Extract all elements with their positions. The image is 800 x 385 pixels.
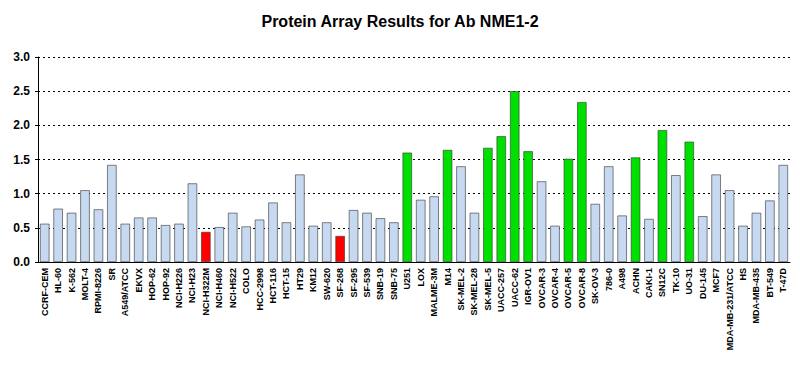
svg-text:HCC-2998: HCC-2998 <box>255 268 265 311</box>
svg-text:SK-MEL-5: SK-MEL-5 <box>483 268 493 311</box>
svg-text:UO-31: UO-31 <box>684 268 694 295</box>
svg-text:RPMI-8226: RPMI-8226 <box>93 268 103 314</box>
svg-text:HOP-62: HOP-62 <box>147 268 157 301</box>
svg-text:A498: A498 <box>617 268 627 290</box>
svg-text:EKVX: EKVX <box>134 268 144 293</box>
svg-text:SF-539: SF-539 <box>362 268 372 298</box>
svg-text:TK-10: TK-10 <box>671 268 681 293</box>
svg-text:NCI-H522: NCI-H522 <box>228 268 238 308</box>
svg-text:NCI-H226: NCI-H226 <box>174 268 184 308</box>
svg-text:DU-145: DU-145 <box>698 268 708 299</box>
svg-text:OVCAR-5: OVCAR-5 <box>563 268 573 309</box>
svg-text:SF-295: SF-295 <box>349 268 359 298</box>
svg-text:OVCAR-4: OVCAR-4 <box>550 268 560 309</box>
svg-text:SW-620: SW-620 <box>322 268 332 300</box>
svg-text:HOP-92: HOP-92 <box>161 268 171 301</box>
svg-text:SK-MEL-28: SK-MEL-28 <box>469 268 479 316</box>
svg-text:2.5: 2.5 <box>13 84 30 98</box>
svg-text:MALME-3M: MALME-3M <box>429 268 439 317</box>
svg-text:MCF7: MCF7 <box>711 268 721 293</box>
svg-text:T-47D: T-47D <box>778 268 788 293</box>
svg-text:OVCAR-8: OVCAR-8 <box>577 268 587 309</box>
svg-text:SN12C: SN12C <box>657 268 667 298</box>
svg-text:SK-OV-3: SK-OV-3 <box>590 268 600 304</box>
svg-text:1.0: 1.0 <box>13 187 30 201</box>
svg-text:0.5: 0.5 <box>13 221 30 235</box>
svg-text:A549/ATCC: A549/ATCC <box>120 268 130 317</box>
svg-text:SNB-19: SNB-19 <box>375 268 385 300</box>
svg-text:SK-MEL-2: SK-MEL-2 <box>456 268 466 311</box>
svg-text:786-0: 786-0 <box>604 268 614 291</box>
svg-text:0.0: 0.0 <box>13 255 30 269</box>
svg-text:M14: M14 <box>443 268 453 286</box>
svg-text:HL-60: HL-60 <box>53 268 63 293</box>
svg-text:HCT-15: HCT-15 <box>281 268 291 299</box>
svg-text:3.0: 3.0 <box>13 50 30 64</box>
svg-text:MOLT-4: MOLT-4 <box>80 268 90 300</box>
svg-text:BT-549: BT-549 <box>765 268 775 298</box>
svg-text:NCI-H23: NCI-H23 <box>187 268 197 303</box>
svg-text:MDA-MB-435: MDA-MB-435 <box>751 268 761 324</box>
svg-text:CAKI-1: CAKI-1 <box>644 268 654 298</box>
svg-text:U251: U251 <box>402 268 412 290</box>
svg-text:CCRF-CEM: CCRF-CEM <box>40 268 50 316</box>
svg-text:MDA-MB-231/ATCC: MDA-MB-231/ATCC <box>725 268 735 351</box>
svg-text:HCT-116: HCT-116 <box>268 268 278 304</box>
svg-text:SF-268: SF-268 <box>335 268 345 298</box>
svg-text:LOX: LOX <box>416 268 426 287</box>
svg-text:OVCAR-3: OVCAR-3 <box>537 268 547 309</box>
svg-text:1.5: 1.5 <box>13 153 30 167</box>
svg-text:Protein Array Results for Ab N: Protein Array Results for Ab NME1-2 <box>261 13 538 30</box>
svg-text:HT29: HT29 <box>295 268 305 290</box>
svg-text:NCI-H322M: NCI-H322M <box>201 268 211 316</box>
svg-text:SR: SR <box>107 268 117 281</box>
svg-text:COLO: COLO <box>241 268 251 294</box>
svg-text:K-562: K-562 <box>67 268 77 293</box>
svg-text:UACC-257: UACC-257 <box>496 268 506 312</box>
svg-text:NCI-H460: NCI-H460 <box>214 268 224 308</box>
svg-text:SNB-75: SNB-75 <box>389 268 399 300</box>
svg-text:2.0: 2.0 <box>13 118 30 132</box>
svg-text:UACC-62: UACC-62 <box>510 268 520 307</box>
svg-text:IGR-OV1: IGR-OV1 <box>523 268 533 305</box>
svg-text:HS: HS <box>738 268 748 281</box>
svg-text:KM12: KM12 <box>308 268 318 292</box>
svg-text:ACHN: ACHN <box>631 268 641 294</box>
